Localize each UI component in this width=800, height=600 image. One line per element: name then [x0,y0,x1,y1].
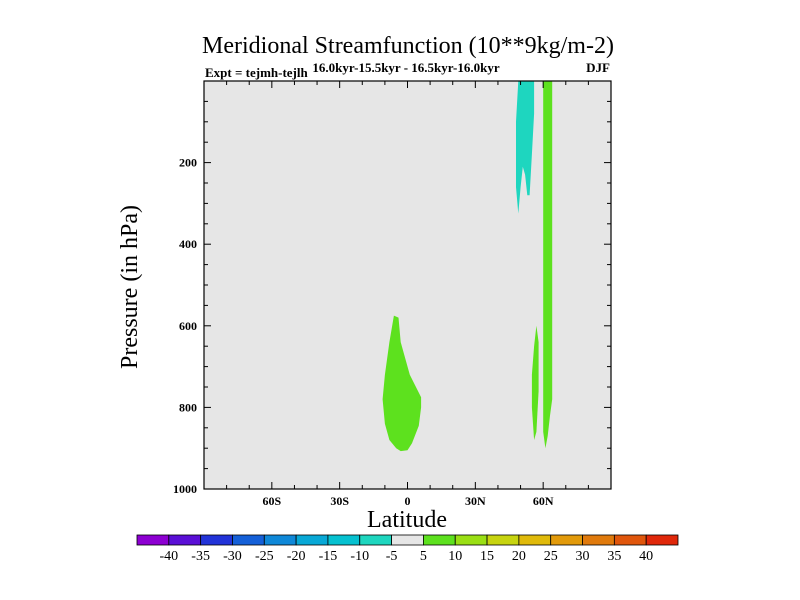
colorbar-swatch [454,534,488,546]
colorbar-swatch [582,534,615,546]
colorbar-label: -5 [386,549,398,564]
colorbar-label: -25 [255,549,274,564]
colorbar-label: 40 [639,549,653,564]
x-tick-label: 30N [465,494,486,508]
region-polar-positive [543,81,553,449]
region-midlatitude-negative [516,81,535,214]
axis-ticks [203,81,612,490]
x-tick-label: 30S [330,494,349,508]
region-midlatitude-positive [531,325,539,440]
colorbar-label: 30 [576,549,590,564]
colorbar-swatch [200,534,233,546]
period-label: 16.0kyr-15.5kyr - 16.5kyr-16.0kyr [312,60,500,75]
experiment-label: Expt = tejmh-tejlh [205,65,308,80]
y-tick-label: 600 [179,319,197,333]
colorbar-swatch [613,534,647,546]
colorbar-label: -20 [287,549,306,564]
colorbar-swatch [486,534,520,546]
colorbar-swatch [168,534,202,546]
colorbar-label: 10 [448,549,462,564]
colorbar-label: 5 [420,549,427,564]
x-axis-label: Latitude [367,507,447,533]
colorbar-swatch [327,534,361,546]
y-tick-label: 200 [179,156,197,170]
colorbar-label: -30 [223,549,242,564]
colorbar-label: -15 [319,549,338,564]
colorbar-swatch [645,534,679,546]
colorbar-label: 20 [512,549,526,564]
colorbar-swatch [295,534,329,546]
colorbar-swatch [423,534,456,546]
colorbar-swatch [518,534,552,546]
colorbar-swatch [359,534,392,546]
colorbar: -40 -35 -30 -25 -20 -15 -10 -5 5 10 15 20 25 30 35 40 [136,534,679,564]
y-tick-label: 800 [179,400,197,414]
colorbar-swatch [232,534,265,546]
region-gap-line [538,81,540,90]
x-tick-label: 0 [405,494,411,508]
x-tick-label: 60N [533,494,554,508]
colorbar-swatch [263,534,297,546]
colorbar-swatch [136,534,170,546]
colorbar-swatch [550,534,583,546]
y-axis-label: Pressure (in hPa) [117,205,143,369]
colorbar-label: 15 [480,549,494,564]
colorbar-label: -10 [350,549,369,564]
axis-tick-labels: 60S 30S 0 30N 60N 200 400 600 800 1000 [173,156,554,508]
colorbar-label: 35 [607,549,621,564]
colorbar-swatch [391,534,424,546]
colorbar-label: -35 [191,549,210,564]
y-tick-label: 1000 [173,482,197,496]
x-tick-label: 60S [262,494,281,508]
contour-regions [382,81,553,452]
colorbar-label: 25 [544,549,558,564]
y-tick-label: 400 [179,237,197,251]
chart-title: Meridional Streamfunction (10**9kg/m-2) [202,33,614,59]
region-equatorial-positive [382,315,422,452]
colorbar-label: -40 [159,549,178,564]
season-label: DJF [586,60,610,75]
